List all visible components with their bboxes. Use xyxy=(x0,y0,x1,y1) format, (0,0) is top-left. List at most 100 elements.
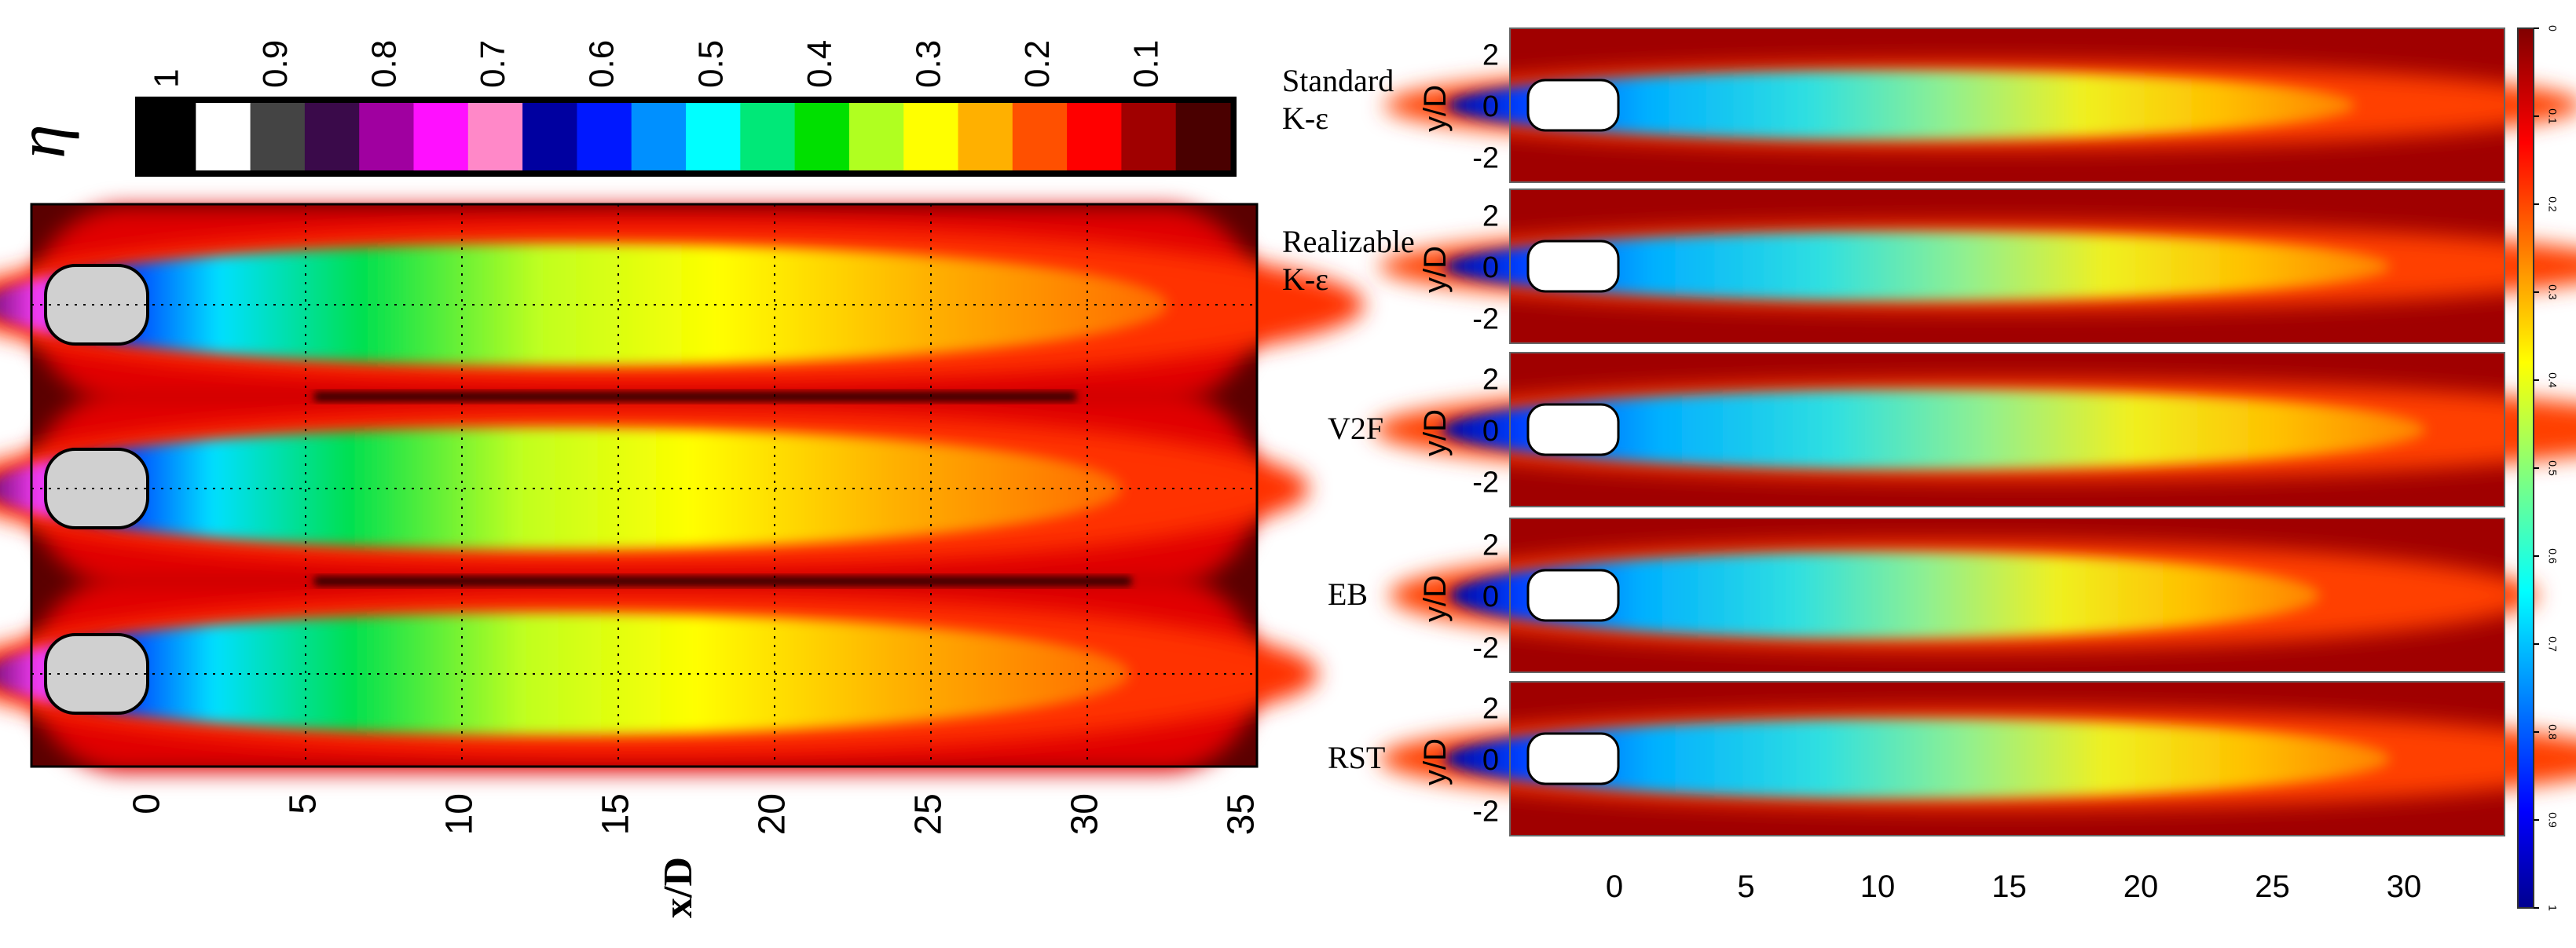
y-axis-label: y/D xyxy=(1418,409,1453,456)
model-panel: 2 0 -2 y/D V2F xyxy=(1328,352,2576,507)
y-tick-label: -2 xyxy=(1472,141,1499,174)
right-colorbar-tick-label: 0 xyxy=(2546,25,2559,31)
colorbar-swatch xyxy=(631,103,687,170)
model-label: Realizable xyxy=(1282,224,1415,259)
colorbar-swatch xyxy=(958,103,1013,170)
right-x-tick-label: 0 xyxy=(1606,869,1623,904)
panel-plume-core xyxy=(1444,719,2391,799)
colorbar-swatch xyxy=(250,103,306,170)
model-label: Standard xyxy=(1282,63,1394,98)
colorbar-tick-label: 1 xyxy=(147,69,185,88)
right-x-tick-label: 30 xyxy=(2387,869,2422,904)
colorbar-tick-label: 0.9 xyxy=(256,40,295,88)
y-tick-label: -2 xyxy=(1472,302,1499,335)
left-xlabel: x/D xyxy=(656,857,701,918)
panel-hole xyxy=(1526,240,1620,293)
y-tick-label: 2 xyxy=(1482,39,1499,72)
right-colorbar xyxy=(2517,27,2534,909)
y-tick-label: -2 xyxy=(1472,466,1499,499)
right-colorbar-tick-label: 0.1 xyxy=(2546,108,2559,124)
y-tick-label: 2 xyxy=(1482,364,1499,397)
left-colorbar xyxy=(141,103,1231,170)
y-tick-label: -2 xyxy=(1472,795,1499,828)
colorbar-swatch xyxy=(304,103,360,170)
plume-row xyxy=(0,207,1365,403)
right-colorbar-tick-label: 0.4 xyxy=(2546,372,2559,388)
model-label: K-ε xyxy=(1282,262,1328,297)
plume-core xyxy=(0,243,1168,366)
x-tick-label: 25 xyxy=(908,793,950,835)
colorbar-swatch xyxy=(848,103,904,170)
left-colorbar-ticks: 1 0.9 0.8 0.7 0.6 0.5 0.4 0.3 0.2 0.1 xyxy=(147,40,1165,88)
right-colorbar-tick-label: 0.9 xyxy=(2546,812,2559,828)
panel-frame xyxy=(1509,352,2505,507)
y-tick-label: 0 xyxy=(1482,251,1499,284)
colorbar-tick-label: 0.2 xyxy=(1018,40,1057,88)
left-gridlines xyxy=(31,204,1257,767)
model-label: K-ε xyxy=(1282,101,1328,136)
y-axis-label: y/D xyxy=(1418,246,1453,293)
x-tick-label: 35 xyxy=(1221,793,1262,835)
y-tick-label: 0 xyxy=(1482,415,1499,448)
colorbar-tick-label: 0.7 xyxy=(474,40,512,88)
coolant-hole xyxy=(44,633,149,715)
y-axis-label: y/D xyxy=(1418,738,1453,785)
dark-streak xyxy=(314,392,1076,401)
y-tick-label: 0 xyxy=(1482,90,1499,123)
model-label: RST xyxy=(1328,740,1385,775)
model-label: V2F xyxy=(1328,411,1383,446)
plume-core xyxy=(0,613,1130,735)
colorbar-swatch xyxy=(522,103,577,170)
model-label: EB xyxy=(1328,576,1368,612)
right-x-tick-label: 25 xyxy=(2255,869,2290,904)
right-x-tick-label: 5 xyxy=(1737,869,1754,904)
panel-plume-core xyxy=(1444,231,2391,302)
panel-frame xyxy=(1509,681,2505,836)
left-x-ticks: 0 5 10 15 20 25 30 35 xyxy=(126,793,1262,835)
left-plot-frame xyxy=(30,203,1259,768)
y-axis-label: y/D xyxy=(1418,575,1453,622)
right-colorbar-tick-label: 1 xyxy=(2546,905,2559,911)
panel-hole xyxy=(1526,403,1620,456)
right-colorbar-tick-label: 0.5 xyxy=(2546,460,2559,476)
panel-frame xyxy=(1509,518,2505,673)
panel-frame xyxy=(1509,189,2505,344)
colorbar-tick-label: 0.8 xyxy=(365,40,403,88)
y-tick-label: 0 xyxy=(1482,744,1499,777)
right-colorbar-tick-label: 0.7 xyxy=(2546,636,2559,652)
right-x-tick-label: 10 xyxy=(1860,869,1896,904)
y-axis-label: y/D xyxy=(1418,85,1453,132)
colorbar-swatch xyxy=(413,103,469,170)
x-tick-label: 20 xyxy=(752,793,793,835)
model-panel: 2 0 -2 y/D EB xyxy=(1328,518,2538,673)
plume-core xyxy=(0,427,1123,550)
y-tick-label: 2 xyxy=(1482,529,1499,562)
colorbar-swatch xyxy=(359,103,414,170)
x-tick-label: 30 xyxy=(1064,793,1106,835)
dark-streak xyxy=(314,576,1131,586)
right-colorbar-tick-label: 0.2 xyxy=(2546,196,2559,212)
model-panel: 2 0 -2 y/D RST xyxy=(1328,681,2576,836)
panel-hole xyxy=(1526,732,1620,785)
plume-row xyxy=(0,390,1310,587)
panel-hole xyxy=(1526,569,1620,622)
panel-plume-core xyxy=(1446,70,2356,141)
panel-frame xyxy=(1509,27,2505,183)
right-panels: 20-2y/DStandardK-ε20-2y/DRealizableK-ε20… xyxy=(1282,27,2576,836)
coolant-hole xyxy=(44,448,149,529)
plume-row xyxy=(0,576,1318,772)
panel-hole xyxy=(1526,79,1620,132)
colorbar-swatch xyxy=(903,103,958,170)
y-tick-label: 2 xyxy=(1482,200,1499,233)
colorbar-swatch xyxy=(686,103,741,170)
right-colorbar-tick-label: 0.8 xyxy=(2546,724,2559,740)
x-tick-label: 5 xyxy=(283,793,324,814)
coolant-hole xyxy=(44,264,149,346)
colorbar-swatch xyxy=(794,103,850,170)
right-colorbar-tick-label: 0.3 xyxy=(2546,284,2559,300)
y-tick-label: -2 xyxy=(1472,631,1499,664)
y-tick-label: 2 xyxy=(1482,693,1499,726)
right-colorbar-tick-label: 0.6 xyxy=(2546,548,2559,564)
